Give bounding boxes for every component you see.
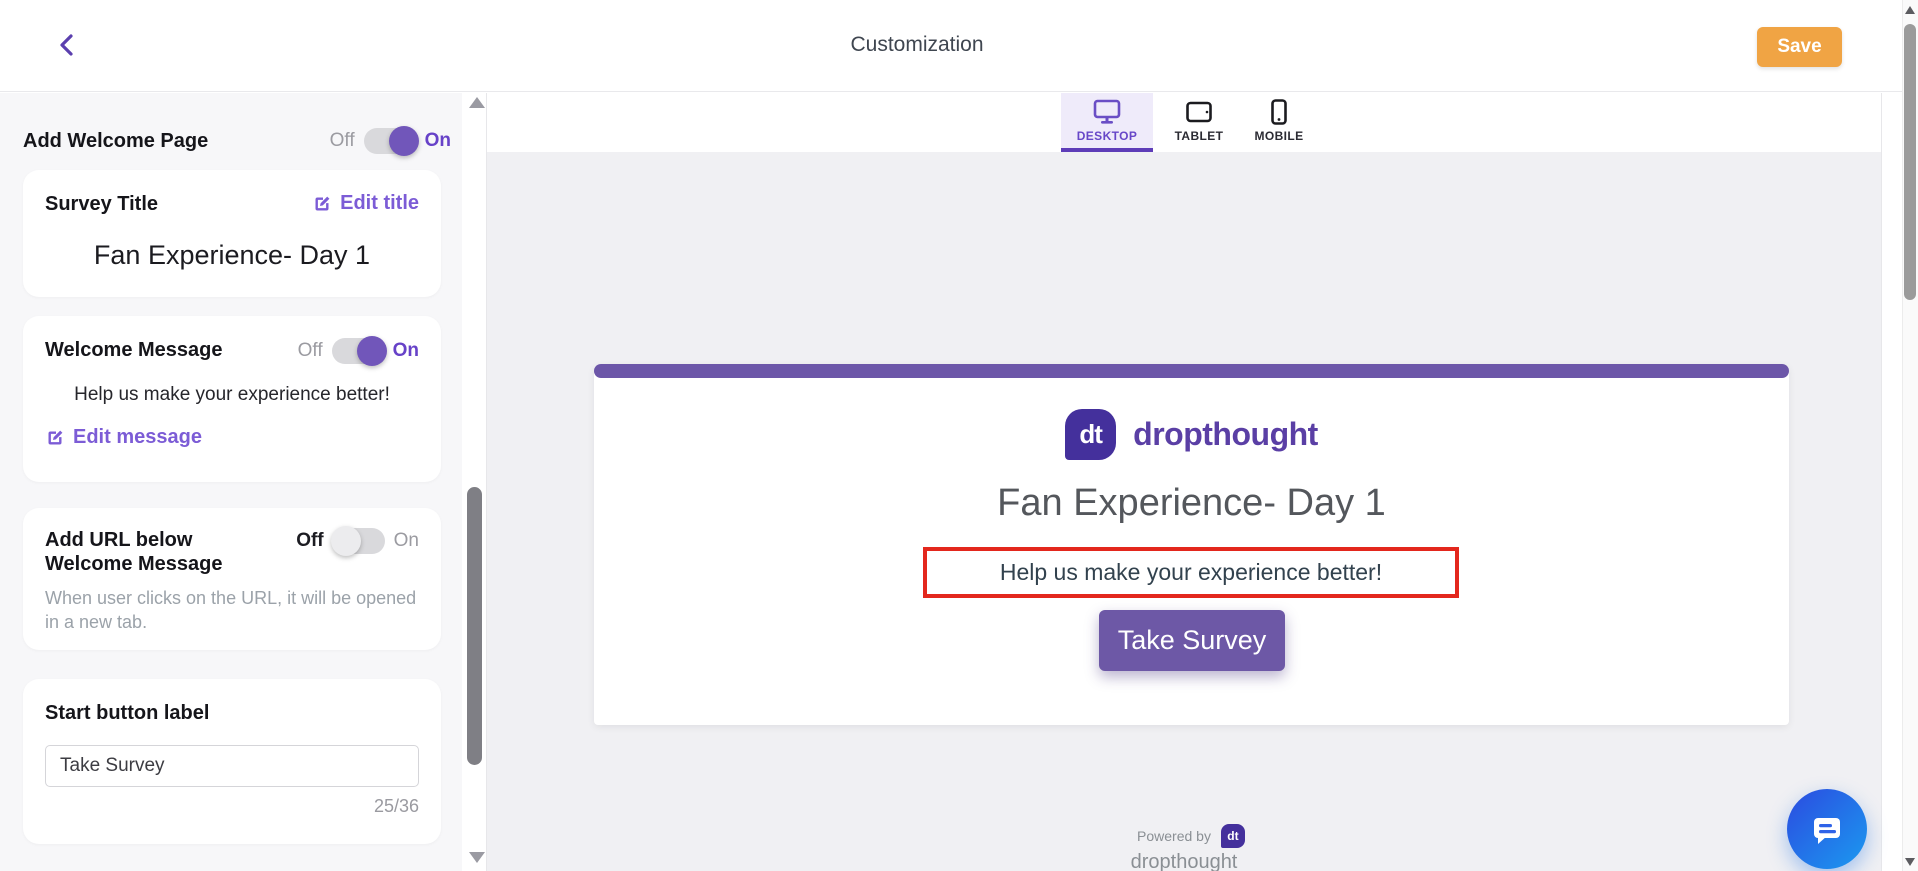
edit-pencil-icon [312, 194, 332, 214]
on-label: On [392, 340, 419, 361]
preview-survey-title: Fan Experience- Day 1 [997, 482, 1386, 524]
off-label: Off [296, 530, 324, 551]
survey-accent-bar [594, 364, 1789, 378]
tablet-icon [1185, 99, 1213, 125]
tab-desktop[interactable]: DESKTOP [1061, 93, 1153, 152]
survey-title-value: Fan Experience- Day 1 [93, 240, 371, 270]
edit-title-link[interactable]: Edit title [312, 192, 419, 215]
character-counter: 25/36 [373, 796, 419, 816]
sidebar-scroll-down-arrow[interactable] [469, 852, 485, 863]
survey-title-card: Survey Title Edit title Fan Experience- … [23, 170, 441, 297]
add-url-card: Add URL below Welcome Message Off On Whe… [23, 508, 441, 650]
tab-mobile-label: MOBILE [1254, 129, 1304, 143]
welcome-message-card: Welcome Message Off On Help us make your… [23, 316, 441, 482]
page-title: Customization [850, 33, 984, 56]
edit-title-text: Edit title [340, 192, 419, 214]
welcome-message-highlight: Help us make your experience better! [923, 547, 1459, 598]
chat-widget-button[interactable] [1787, 789, 1867, 869]
mobile-phone-icon [1265, 99, 1293, 125]
edit-pencil-icon [45, 428, 65, 448]
add-welcome-page-label: Add Welcome Page [23, 129, 209, 152]
add-welcome-page-row: Add Welcome Page Off On [23, 124, 451, 158]
edit-message-text: Edit message [73, 426, 202, 448]
page-scrollbar-thumb[interactable] [1904, 24, 1916, 300]
dropthought-mini-logo-icon: dt [1220, 824, 1245, 848]
dropthought-logo-icon: dt [1065, 409, 1117, 460]
device-tabbar: DESKTOP TABLET MOBILE [487, 93, 1881, 152]
sidebar-scroll-up-arrow[interactable] [469, 97, 485, 108]
chevron-left-icon [56, 32, 78, 58]
tab-mobile[interactable]: MOBILE [1243, 93, 1315, 148]
powered-by-footer: Powered by dt dropthought [487, 824, 1881, 871]
page-scroll-down-arrow[interactable] [1905, 858, 1915, 866]
sidebar-scrollbar-thumb[interactable] [467, 487, 482, 765]
off-label: Off [329, 130, 355, 151]
back-button[interactable] [52, 30, 82, 60]
edit-message-link[interactable]: Edit message [45, 426, 419, 449]
tab-desktop-label: DESKTOP [1076, 129, 1138, 143]
start-button-label-card: Start button label 25/36 [23, 679, 441, 844]
preview-pane: DESKTOP TABLET MOBILE [486, 93, 1882, 871]
toggle-knob [388, 126, 419, 156]
add-welcome-page-toggle[interactable] [363, 126, 419, 156]
powered-by-label: Powered by [1137, 828, 1211, 844]
save-button[interactable]: Save [1757, 27, 1842, 67]
add-welcome-page-toggle-group: Off On [329, 126, 451, 156]
welcome-message-text: Help us make your experience better! [74, 384, 390, 405]
header-bar: Customization Save [0, 0, 1902, 92]
on-label: On [393, 530, 419, 551]
off-label: Off [297, 340, 323, 361]
welcome-message-label: Welcome Message [45, 339, 223, 361]
survey-preview-area: dt dropthought Fan Experience- Day 1 Hel… [487, 152, 1881, 871]
add-url-toggle-group: Off On [296, 526, 419, 556]
toggle-knob [330, 526, 361, 556]
add-url-toggle[interactable] [330, 526, 385, 556]
powered-by-brand: dropthought [1130, 851, 1238, 871]
welcome-message-toggle-group: Off On [297, 336, 419, 366]
dropthought-wordmark: dropthought [1133, 416, 1318, 452]
start-button-label: Start button label [45, 702, 210, 724]
desktop-monitor-icon [1093, 99, 1121, 125]
on-label: On [424, 130, 451, 151]
tab-tablet-label: TABLET [1174, 129, 1224, 143]
add-url-label: Add URL below Welcome Message [45, 529, 223, 575]
page-scroll-up-arrow[interactable] [1905, 6, 1915, 14]
start-button-label-input[interactable] [45, 745, 419, 787]
toggle-knob [356, 336, 387, 366]
tab-tablet[interactable]: TABLET [1163, 93, 1235, 148]
take-survey-button[interactable]: Take Survey [1099, 610, 1285, 671]
add-url-helper-text: When user clicks on the URL, it will be … [45, 588, 417, 633]
welcome-message-toggle[interactable] [331, 336, 387, 366]
survey-preview-card: dt dropthought Fan Experience- Day 1 Hel… [594, 364, 1789, 725]
survey-title-label: Survey Title [45, 193, 159, 215]
preview-welcome-message: Help us make your experience better! [999, 559, 1383, 585]
chat-bubble-icon [1807, 809, 1847, 849]
